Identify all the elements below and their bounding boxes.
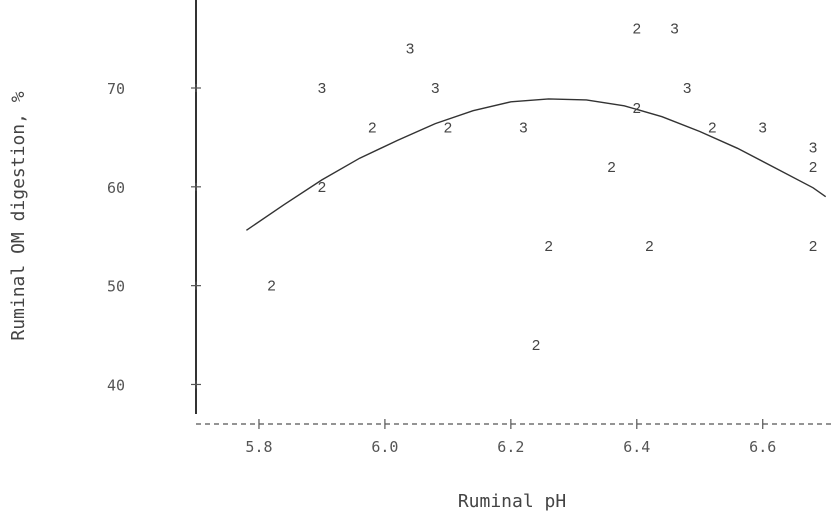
data-point: 3: [519, 120, 527, 137]
data-point: 3: [683, 80, 691, 97]
data-point: 3: [318, 80, 326, 97]
data-point: 2: [318, 179, 326, 196]
data-point: 2: [809, 159, 817, 176]
data-point: 3: [809, 139, 817, 156]
y-tick-label: 60: [107, 179, 125, 197]
x-tick-label: 6.2: [497, 438, 524, 456]
data-point: 2: [444, 120, 452, 137]
data-point: 2: [633, 100, 641, 117]
x-tick-label: 6.6: [749, 438, 776, 456]
x-tick-label: 6.0: [371, 438, 398, 456]
data-point: 2: [633, 21, 641, 38]
fit-curve-layer: [246, 98, 827, 231]
data-point: 2: [544, 238, 552, 255]
data-point: 2: [267, 278, 275, 295]
data-point: 2: [708, 120, 716, 137]
data-point: 3: [431, 80, 439, 97]
y-axis-title: Ruminal OM digestion, %: [8, 91, 29, 340]
data-point: 2: [809, 238, 817, 255]
data-points: 2 2 3 2 3 3 2 3 2 2 2 2 2 2 3 3 2 3 3 2 2: [267, 21, 817, 354]
data-point: 3: [670, 21, 678, 38]
data-point: 3: [759, 120, 767, 137]
data-point: 2: [532, 337, 540, 354]
x-axis-title: Ruminal pH: [458, 491, 566, 512]
data-point: 2: [368, 120, 376, 137]
y-tick-label: 70: [107, 80, 125, 98]
x-tick-label: 5.8: [245, 438, 272, 456]
y-tick-label: 50: [107, 278, 125, 296]
data-point: 3: [406, 40, 414, 57]
axes: 40 50 60 70 5.8 6.0 6.2 6.4 6.6: [107, 0, 832, 456]
data-point: 2: [607, 159, 615, 176]
x-tick-label: 6.4: [623, 438, 650, 456]
data-point: 2: [645, 238, 653, 255]
fitted-curve: [246, 98, 827, 231]
y-tick-label: 40: [107, 376, 125, 394]
